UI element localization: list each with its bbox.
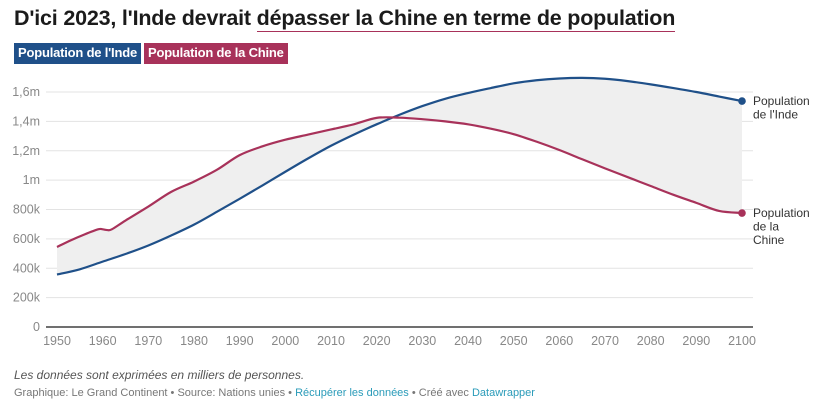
x-tick-label: 2030: [408, 334, 436, 348]
x-tick-label: 1980: [180, 334, 208, 348]
series-line-india: [56, 76, 743, 276]
line-chart: 0 200k 400k 600k 800k 1m 1,2m 1,4m 1,6m 1950 1960 1…: [12, 76, 810, 348]
end-label-india: Population: [753, 94, 810, 108]
x-tick-label: 2080: [637, 334, 665, 348]
x-tick-label: 1960: [89, 334, 117, 348]
end-label-china: de la: [753, 220, 779, 234]
y-tick-label: 0: [33, 320, 40, 334]
byline-sep-2: •: [285, 387, 296, 399]
get-data-link[interactable]: Récupérer les données: [295, 387, 409, 399]
title-part-1: D'ici 2023, l'Inde devrait: [14, 6, 257, 30]
area-between-series: [57, 77, 742, 275]
fill-between: [57, 77, 742, 275]
series-lines: [56, 76, 746, 276]
y-tick-label: 400k: [13, 261, 41, 275]
x-tick-label: 2100: [728, 334, 756, 348]
x-tick-label: 2050: [500, 334, 528, 348]
y-tick-label: 600k: [13, 232, 41, 246]
byline-sep-1: •: [167, 387, 178, 399]
x-tick-label: 1970: [134, 334, 162, 348]
y-tick-label: 1,2m: [12, 144, 40, 158]
byline-created-with: Créé avec: [418, 387, 472, 399]
end-label-china: Population: [753, 206, 810, 220]
byline-source: Source: Nations unies: [177, 387, 286, 399]
series-line-china: [56, 116, 743, 248]
byline-graphic: Graphique: Le Grand Continent: [14, 387, 168, 399]
end-point-india: [738, 97, 746, 105]
byline-sep-3: •: [408, 387, 419, 399]
legend: Population de l'Inde Population de la Ch…: [14, 43, 288, 64]
end-label-china: Chine: [753, 233, 785, 247]
datawrapper-link[interactable]: Datawrapper: [471, 387, 535, 399]
title-highlight: dépasser la Chine en terme de population: [256, 6, 676, 32]
legend-item-india: Population de l'Inde: [14, 43, 141, 64]
x-tick-label: 2040: [454, 334, 482, 348]
byline: Graphique: Le Grand Continent • Source: …: [14, 387, 535, 399]
end-label-india: de l'Inde: [753, 108, 798, 122]
x-tick-label: 2010: [317, 334, 345, 348]
x-tick-label: 2090: [682, 334, 710, 348]
x-tick-label: 2060: [545, 334, 573, 348]
y-tick-label: 1,4m: [12, 114, 40, 128]
chart-notes: Les données sont exprimées en milliers d…: [14, 368, 305, 382]
x-tick-label: 2000: [271, 334, 299, 348]
y-tick-label: 1m: [23, 173, 40, 187]
y-tick-label: 200k: [13, 291, 41, 305]
x-tick-label: 2070: [591, 334, 619, 348]
chart-title: D'ici 2023, l'Inde devrait dépasser la C…: [14, 6, 676, 32]
legend-item-china: Population de la Chine: [143, 43, 288, 64]
y-tick-label: 1,6m: [12, 85, 40, 99]
x-tick-label: 1950: [43, 334, 71, 348]
axes: 0 200k 400k 600k 800k 1m 1,2m 1,4m 1,6m 1950 1960 1…: [12, 85, 756, 348]
x-tick-label: 2020: [363, 334, 391, 348]
end-point-china: [738, 209, 746, 217]
x-tick-label: 1990: [226, 334, 254, 348]
y-tick-label: 800k: [13, 203, 41, 217]
